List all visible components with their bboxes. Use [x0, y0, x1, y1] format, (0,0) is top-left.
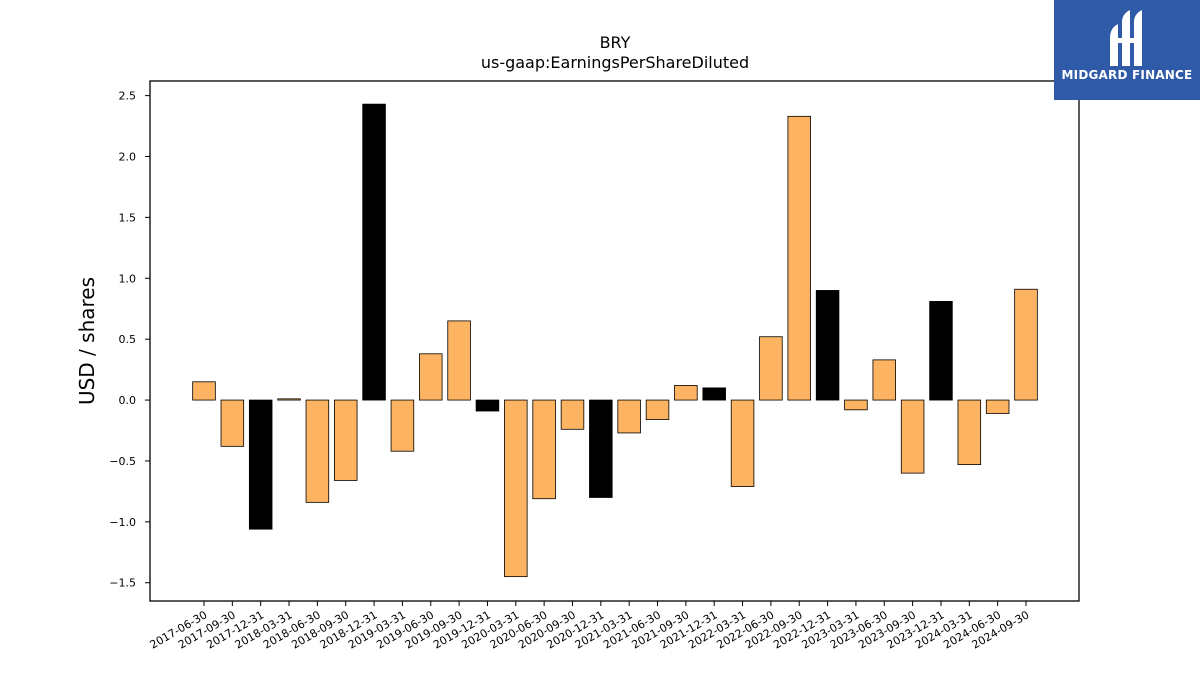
chart-title: BRY [600, 33, 631, 52]
plot-frame [149, 80, 1080, 602]
bar-2023-06-30 [872, 359, 897, 401]
bar-2018-12-31 [362, 103, 386, 401]
bar-2022-09-30 [787, 115, 811, 401]
bar-2021-03-31 [617, 399, 641, 434]
y-tick-label: −1.5 [109, 577, 136, 590]
y-tick-label: 1.0 [119, 272, 137, 285]
bar-2021-09-30 [674, 385, 698, 401]
bar-2019-06-30 [419, 353, 443, 401]
bar-2023-09-30 [900, 399, 925, 474]
bar-2019-03-31 [390, 399, 415, 452]
y-axis-ticks: −1.5 −1.0 −0.5 0.0 0.5 1.0 1.5 2.0 2.5 [109, 90, 150, 590]
logo-text: MIDGARD FINANCE [1061, 68, 1193, 82]
y-tick-label: 1.5 [119, 211, 137, 224]
bar-2017-12-31 [248, 399, 273, 530]
bar-2019-12-31 [475, 399, 500, 412]
x-axis-ticks: 2017-06-302017-09-302017-12-312018-03-31… [148, 601, 1032, 652]
y-axis-label: USD / shares [75, 277, 99, 405]
bar-2017-06-30 [192, 381, 216, 401]
bar-2019-09-30 [447, 320, 471, 401]
bar-2021-12-31 [702, 387, 726, 401]
y-tick-label: 2.5 [119, 90, 137, 103]
logo-badge: MIDGARD FINANCE [1054, 0, 1200, 100]
bar-2023-12-31 [929, 301, 953, 401]
bar-2024-03-31 [957, 399, 982, 466]
chart-subtitle: us-gaap:EarningsPerShareDiluted [481, 53, 749, 72]
bar-2020-06-30 [532, 399, 556, 500]
bar-2022-12-31 [815, 290, 840, 401]
bar-2017-09-30 [220, 399, 245, 447]
bar-2021-06-30 [645, 399, 670, 420]
bar-2018-06-30 [305, 399, 330, 503]
bar-2018-09-30 [333, 399, 358, 481]
bar-2024-09-30 [1014, 288, 1038, 401]
bars-group [192, 103, 1038, 578]
bar-2023-03-31 [844, 399, 868, 411]
y-tick-label: 0.0 [119, 394, 137, 407]
y-tick-label: −0.5 [109, 455, 136, 468]
bar-2020-12-31 [589, 399, 613, 498]
y-tick-label: −1.0 [109, 516, 136, 529]
bar-2020-03-31 [504, 399, 528, 578]
bar-2024-06-30 [985, 399, 1010, 414]
bar-2020-09-30 [560, 399, 585, 430]
y-tick-label: 2.0 [119, 151, 137, 164]
midgard-logo-icon [1110, 10, 1142, 66]
y-tick-label: 0.5 [119, 333, 137, 346]
bar-2022-06-30 [759, 336, 783, 401]
bar-2018-03-31 [277, 398, 301, 401]
bar-2022-03-31 [730, 399, 755, 487]
